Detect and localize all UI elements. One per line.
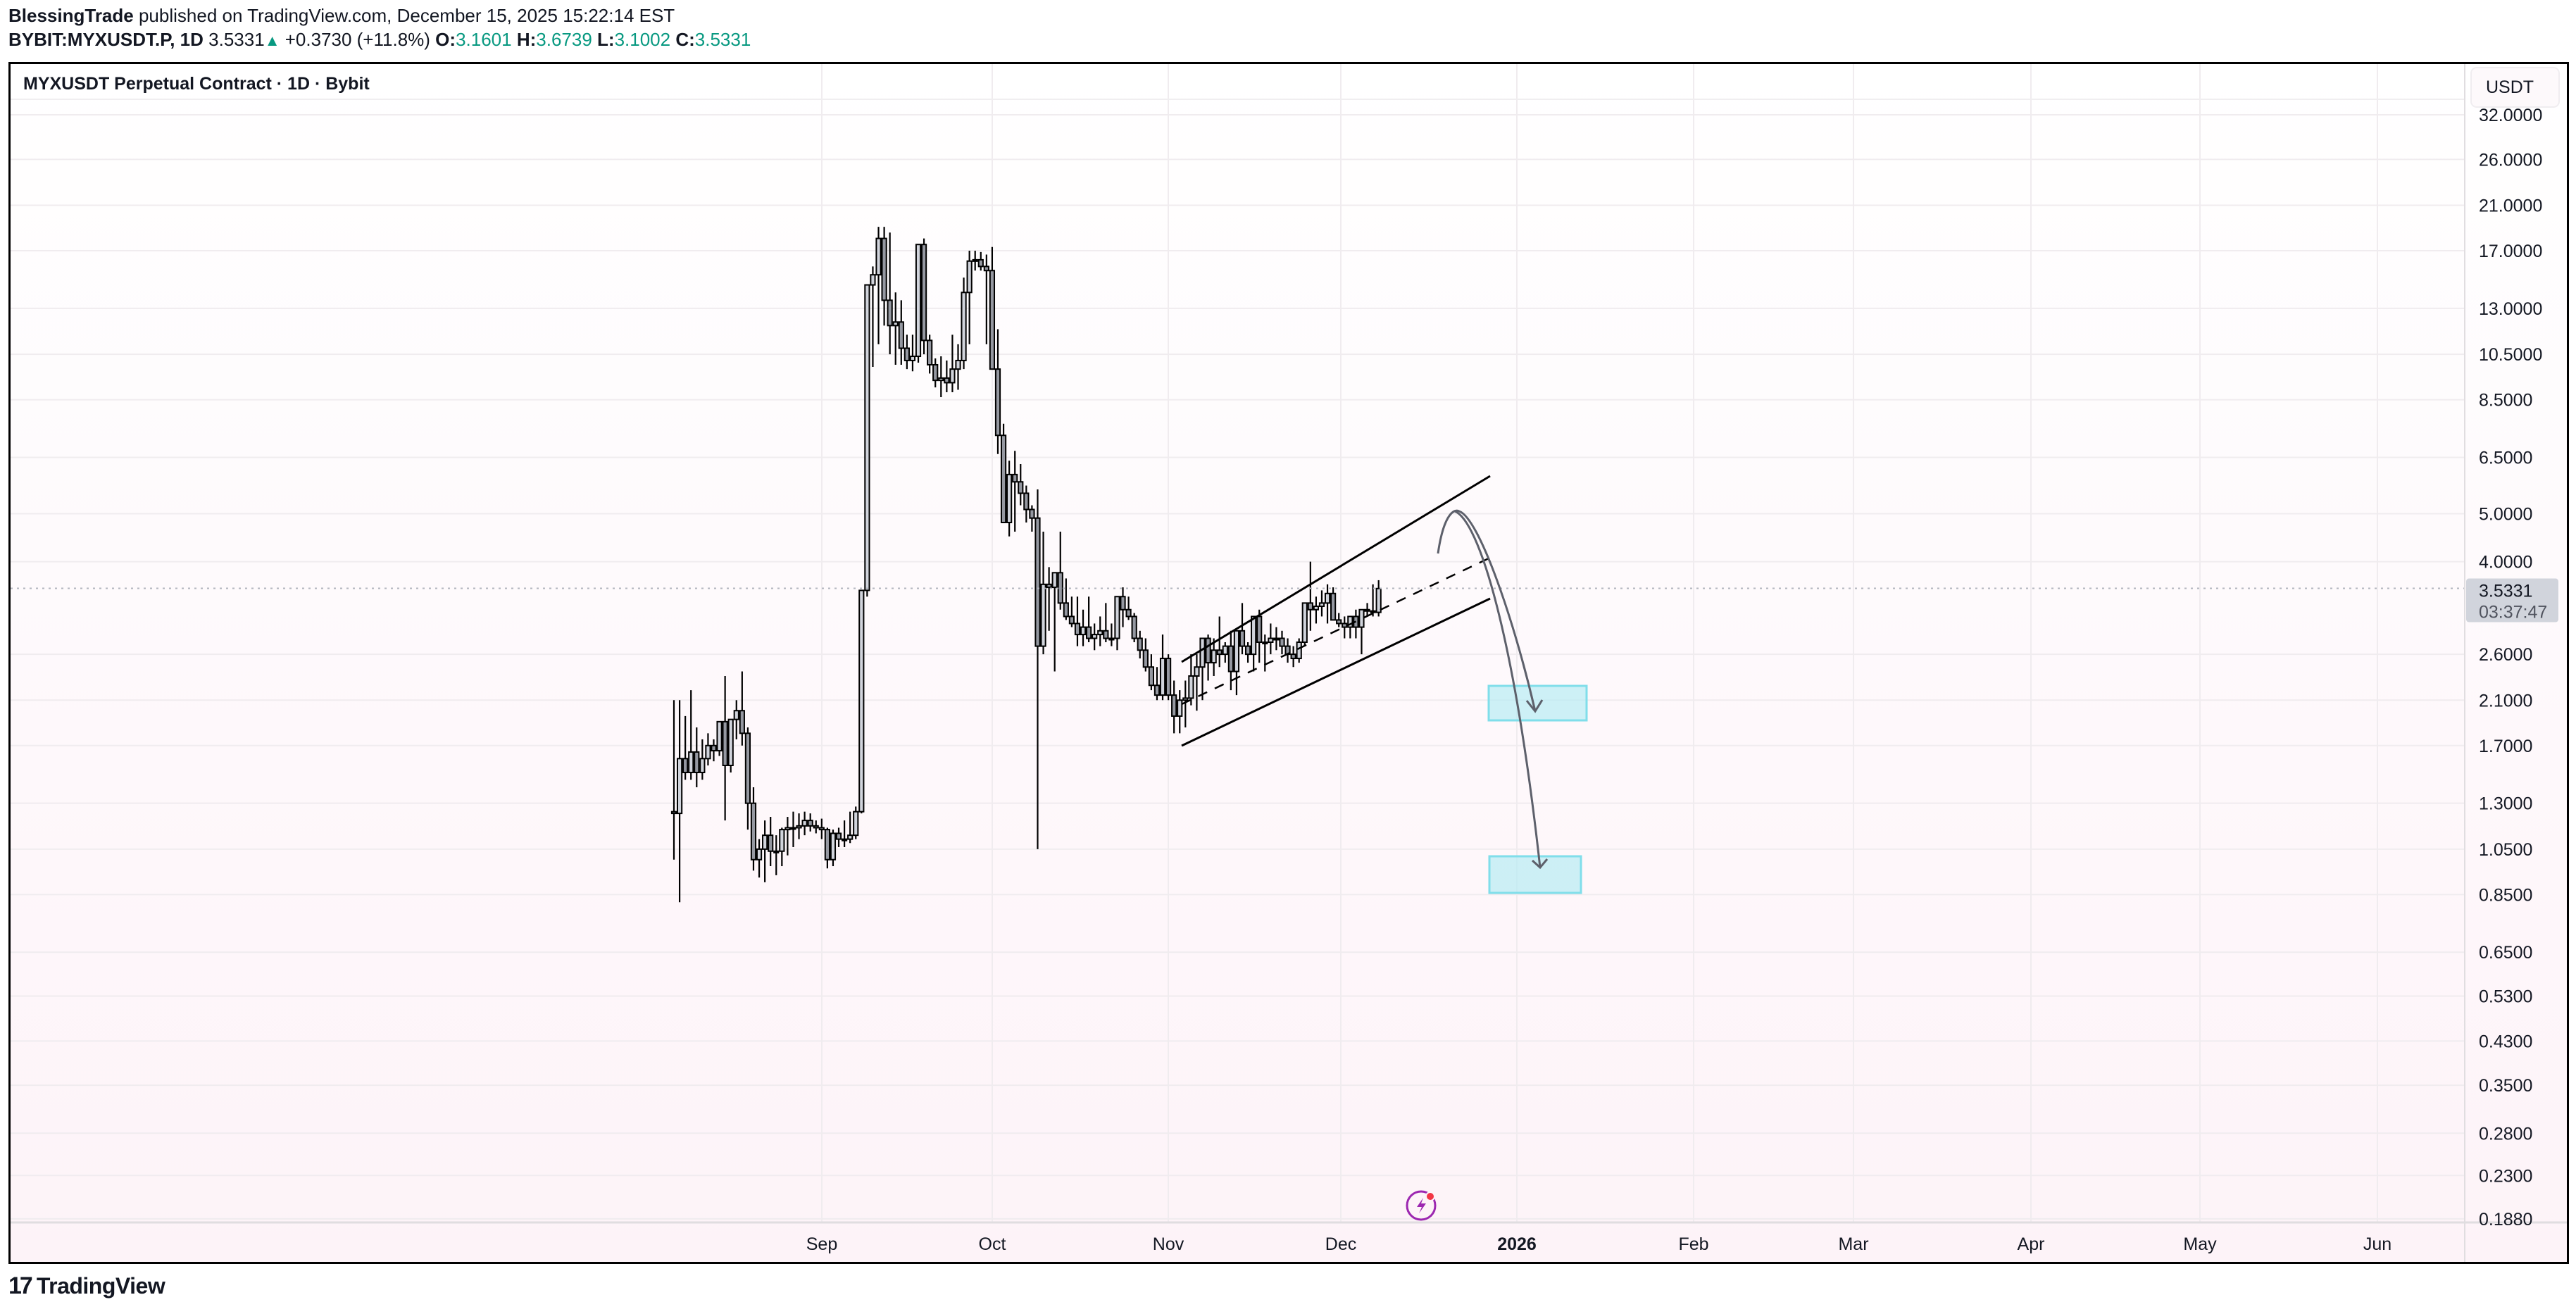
bar-countdown: 03:37:47 [2479, 603, 2547, 622]
arrow-head-1-icon [1525, 699, 1544, 713]
price-tick-label: 0.4300 [2479, 1032, 2532, 1051]
price-tick-label: 2.1000 [2479, 691, 2532, 711]
open-label: O: [435, 29, 456, 50]
price-tick-label: 21.0000 [2479, 196, 2542, 216]
channel-upper-line[interactable] [1181, 475, 1491, 663]
last-price: 3.5331 [208, 29, 265, 50]
price-tick-label: 26.0000 [2479, 150, 2542, 170]
price-tick-label: 10.5000 [2479, 345, 2542, 365]
price-change: +0.3730 (+11.8%) [285, 29, 430, 50]
high-value: 3.6739 [536, 29, 592, 50]
chart-canvas[interactable]: 32.0000 26.0000 21.0000 17.0000 13.0000 10.50… [11, 64, 2567, 1262]
price-tick-label: 4.0000 [2479, 553, 2532, 572]
time-tick-label: Jun [2363, 1234, 2391, 1254]
close-value: 3.5331 [694, 29, 751, 50]
time-axis[interactable]: Sep Oct Nov Dec 2026 Feb Mar Apr May Jun [806, 1234, 2391, 1254]
target-zone-1[interactable] [1487, 684, 1588, 722]
symbol-name: BYBIT:MYXUSDT.P, 1D [8, 29, 204, 50]
publish-info: BlessingTrade published on TradingView.c… [8, 4, 675, 27]
currency-button[interactable] [2470, 67, 2560, 108]
last-price-badge: 3.5331 03:37:47 [2466, 578, 2558, 622]
up-arrow-icon: ▲ [264, 32, 280, 49]
low-label: L: [597, 29, 615, 50]
price-tick-label: 0.6500 [2479, 943, 2532, 963]
price-tick-label: 1.7000 [2479, 737, 2532, 756]
price-tick-label: 0.1880 [2479, 1210, 2532, 1229]
time-tick-label: Nov [1153, 1234, 1184, 1254]
currency-label: USDT [2486, 77, 2534, 97]
price-axis[interactable]: 32.0000 26.0000 21.0000 17.0000 13.0000 10.50… [2479, 106, 2542, 1229]
time-tick-label: Apr [2018, 1234, 2045, 1254]
price-tick-label: 1.0500 [2479, 840, 2532, 860]
arrow-head-2-icon [1531, 858, 1549, 870]
price-tick-label: 32.0000 [2479, 106, 2542, 125]
low-value: 3.1002 [614, 29, 671, 50]
open-value: 3.1601 [456, 29, 512, 50]
price-tick-label: 0.2800 [2479, 1124, 2532, 1144]
symbol-info-line: BYBIT:MYXUSDT.P, 1D 3.5331▲ +0.3730 (+11… [8, 28, 751, 52]
projection-arrow-1[interactable] [1437, 509, 1537, 712]
price-tick-label: 6.5000 [2479, 448, 2532, 468]
chart-title: MYXUSDT Perpetual Contract · 1D · Bybit [23, 74, 370, 94]
drawings-layer[interactable] [1181, 475, 1588, 894]
channel-lower-line[interactable] [1181, 597, 1491, 747]
price-tick-label: 1.3000 [2479, 794, 2532, 814]
author-name[interactable]: BlessingTrade [8, 5, 134, 26]
price-tick-label: 5.0000 [2479, 505, 2532, 525]
time-tick-label: Mar [1838, 1234, 1868, 1254]
high-label: H: [516, 29, 537, 50]
channel-mid-dashed-line[interactable] [1181, 556, 1491, 706]
tradingview-wordmark: TradingView [36, 1272, 165, 1299]
time-tick-label: 2026 [1497, 1234, 1537, 1254]
price-tick-label: 8.5000 [2479, 391, 2532, 411]
time-tick-label: Oct [979, 1234, 1006, 1254]
price-tick-label: 0.5300 [2479, 987, 2532, 1007]
published-text: published on TradingView.com, December 1… [138, 5, 675, 26]
time-tick-label: Dec [1325, 1234, 1356, 1254]
price-tick-label: 0.2300 [2479, 1166, 2532, 1186]
chart-frame[interactable]: 32.0000 26.0000 21.0000 17.0000 13.0000 10.50… [8, 62, 2569, 1264]
candlestick-series [670, 227, 1382, 903]
projection-arrow-2[interactable] [1454, 510, 1542, 868]
time-tick-label: Sep [806, 1234, 837, 1254]
tradingview-logo[interactable]: 17 TradingView [8, 1272, 165, 1300]
price-tick-label: 0.8500 [2479, 885, 2532, 905]
price-tick-label: 17.0000 [2479, 242, 2542, 261]
flash-news-icon[interactable] [1406, 1190, 1437, 1221]
time-tick-label: May [2183, 1234, 2217, 1254]
price-tick-label: 2.6000 [2479, 645, 2532, 665]
last-price-value: 3.5331 [2479, 582, 2532, 601]
grid-lines [11, 64, 2465, 1222]
price-tick-label: 13.0000 [2479, 299, 2542, 319]
tradingview-mark-icon: 17 [8, 1272, 33, 1299]
price-tick-label: 0.3500 [2479, 1076, 2532, 1096]
target-zone-2[interactable] [1488, 855, 1582, 894]
time-tick-label: Feb [1678, 1234, 1708, 1254]
close-label: C: [675, 29, 695, 50]
